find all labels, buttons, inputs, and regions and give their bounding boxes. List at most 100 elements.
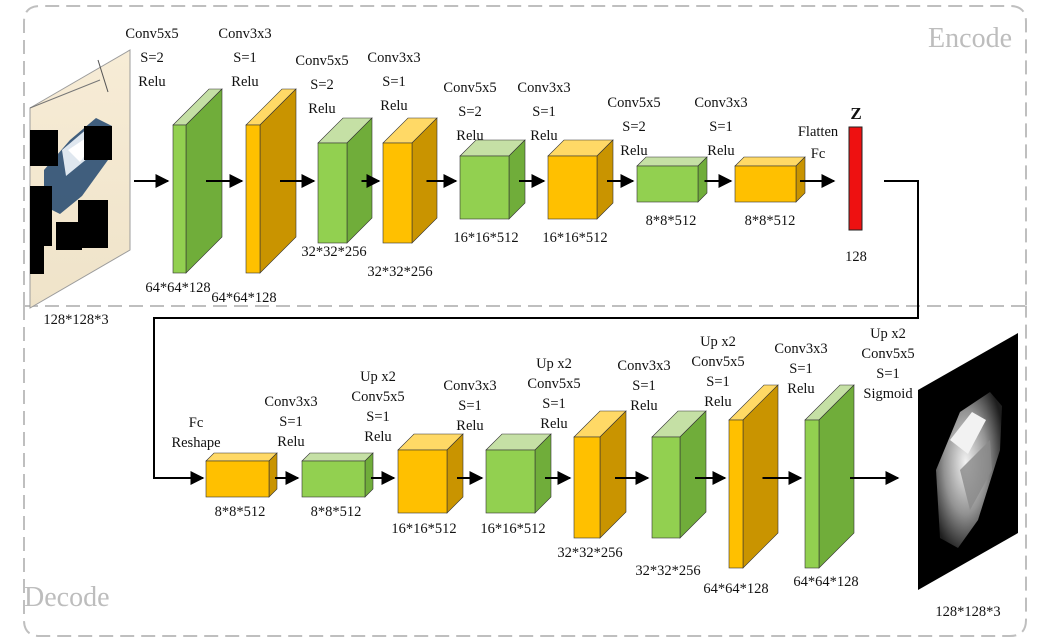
encoder-layer-5-op-line-3: Relu — [456, 128, 483, 144]
decoder-layer-7 — [728, 384, 779, 569]
encoder-layer-4-front — [382, 142, 413, 244]
encoder-layer-3-op-line-2: S=2 — [310, 77, 334, 93]
decoder-layer-1 — [205, 452, 278, 498]
decoder-layer-5-op-line-4: Relu — [540, 416, 567, 432]
encoder-layer-7 — [636, 156, 708, 203]
decoder-layer-6-size: 32*32*256 — [635, 563, 700, 579]
encoder-layer-1-front — [172, 124, 187, 274]
decoder-layer-1-top — [205, 452, 278, 462]
decoder-layer-1-side — [268, 452, 278, 498]
decoder-layer-7-op-line-1: Up x2 — [700, 334, 736, 350]
input-sketch-image — [29, 49, 131, 309]
decoder-layer-5-op-line-3: S=1 — [542, 396, 566, 412]
encoder-layer-2-front — [245, 124, 261, 274]
encoder-layer-8-top — [734, 156, 806, 167]
decoder-layer-3-size: 16*16*512 — [391, 521, 456, 537]
encoder-layer-6-front — [547, 155, 598, 220]
decoder-layer-5-op-line-2: Conv5x5 — [527, 376, 580, 392]
decoder: Fc Reshape 8*8*512 Conv3x3 S=1 Relu 8*8*512 Up … — [171, 334, 858, 597]
decode-title: Decode — [24, 582, 110, 613]
decoder-layer-3-op-line-4: Relu — [364, 429, 391, 445]
decoder-layer-4-front — [485, 449, 536, 514]
decoder-layer-6-front — [651, 436, 681, 539]
encoder-layer-2-op-line-3: Relu — [231, 74, 258, 90]
output-op-line-1: Up x2 — [870, 326, 906, 342]
encoder-layer-4-op-line-1: Conv3x3 — [367, 50, 420, 66]
decoder-layer-1-size: 8*8*512 — [215, 504, 266, 520]
decoder-layer-4-size: 16*16*512 — [480, 521, 545, 537]
decoder-layer-6-op-line-2: S=1 — [632, 378, 656, 394]
encoder-layer-5 — [459, 139, 526, 220]
encoder-layer-5-front — [459, 155, 510, 220]
decoder-layer-7-size: 64*64*128 — [703, 581, 768, 597]
encoder-layer-3-front — [317, 142, 348, 244]
encoder-layer-7-op-line-3: Relu — [620, 143, 647, 159]
decoder-layer-2-top — [301, 452, 374, 462]
latent-size-label: 128 — [845, 249, 867, 265]
decoder-layer-1-front — [205, 460, 270, 498]
encoder-layer-3-op-line-3: Relu — [308, 101, 335, 117]
encoder-layer-2-op-line-1: Conv3x3 — [218, 26, 271, 42]
decoder-layer-4-op-line-2: S=1 — [458, 398, 482, 414]
encoder-layer-2-op-line-2: S=1 — [233, 50, 257, 66]
decoder-layer-8-op-line-2: S=1 — [789, 361, 813, 377]
decoder-layer-2-op-line-2: S=1 — [279, 414, 303, 430]
decoder-layer-7-op-line-2: Conv5x5 — [691, 354, 744, 370]
encoder-layer-6-op-line-2: S=1 — [532, 104, 556, 120]
decoder-layer-3-op-line-1: Up x2 — [360, 369, 396, 385]
decoder-layer-5-size: 32*32*256 — [557, 545, 622, 561]
encoder-layer-4-size: 32*32*256 — [367, 264, 432, 280]
encoder-layer-1 — [172, 88, 223, 274]
encoder-layer-7-size: 8*8*512 — [646, 213, 697, 229]
decode-section-frame — [23, 305, 1027, 637]
encoder-layer-6-op-line-1: Conv3x3 — [517, 80, 570, 96]
flatten-label: Flatten Fc — [798, 124, 839, 162]
decoder-layer-2-op-line-3: Relu — [277, 434, 304, 450]
encoder-layer-4-op-line-2: S=1 — [382, 74, 406, 90]
decoder-layer-7-op-line-4: Relu — [704, 394, 731, 410]
input-size-label: 128*128*3 — [43, 312, 108, 328]
decoder-layer-8-size: 64*64*128 — [793, 574, 858, 590]
decoder-layer-4-op-line-1: Conv3x3 — [443, 378, 496, 394]
output-op-line-2: Conv5x5 — [861, 346, 914, 362]
encoder-layer-7-front — [636, 165, 699, 203]
decoder-layer-5 — [573, 410, 627, 539]
encoder-layer-8-size: 8*8*512 — [745, 213, 796, 229]
decoder-layer-2-op-line-1: Conv3x3 — [264, 394, 317, 410]
decoder-layer-3 — [397, 433, 464, 514]
decoder-layer-2-front — [301, 460, 366, 498]
decoder-layer-1-op-line-2: Reshape — [171, 435, 220, 451]
decoder-layer-8-front — [804, 419, 820, 569]
decoder-layer-3-op-line-3: S=1 — [366, 409, 390, 425]
output-op-line-4: Sigmoid — [863, 386, 913, 402]
encoder-layer-1-op-line-1: Conv5x5 — [125, 26, 178, 42]
encoder: Conv5x5 S=2 Relu 64*64*128 Conv3x3 S=1 Relu 64*… — [125, 26, 806, 306]
decoder-layer-5-front — [573, 436, 601, 539]
encoder-layer-8-op-line-2: S=1 — [709, 119, 733, 135]
encoder-layer-5-op-line-1: Conv5x5 — [443, 80, 496, 96]
decoder-layer-3-front — [397, 449, 448, 514]
decoder-layer-4 — [485, 433, 552, 514]
decoder-layer-4-op-line-3: Relu — [456, 418, 483, 434]
encoder-layer-3-op-line-1: Conv5x5 — [295, 53, 348, 69]
latent-name: Z — [850, 104, 861, 123]
decoder-layer-8-op-line-1: Conv3x3 — [774, 341, 827, 357]
encoder-layer-8-op-line-1: Conv3x3 — [694, 95, 747, 111]
encoder-layer-1-size: 64*64*128 — [145, 280, 210, 296]
encoder-layer-4 — [382, 117, 438, 244]
encoder-layer-7-op-line-2: S=2 — [622, 119, 646, 135]
encoder-layer-8-front — [734, 165, 797, 203]
decoder-layer-8-op-line-3: Relu — [787, 381, 814, 397]
output-size-label: 128*128*3 — [935, 604, 1000, 620]
encoder-decoder-connector — [153, 180, 919, 485]
decoder-layer-2 — [301, 452, 374, 498]
decoder-layer-6-op-line-1: Conv3x3 — [617, 358, 670, 374]
decoder-layer-6 — [651, 410, 707, 539]
flatten-text: Flatten — [798, 124, 839, 140]
encoder-layer-7-op-line-1: Conv5x5 — [607, 95, 660, 111]
encoder-layer-6-op-line-3: Relu — [530, 128, 557, 144]
decoder-layer-6-op-line-3: Relu — [630, 398, 657, 414]
encode-title: Encode — [928, 23, 1012, 54]
encoder-layer-6 — [547, 139, 614, 220]
encoder-layer-2 — [245, 88, 297, 274]
